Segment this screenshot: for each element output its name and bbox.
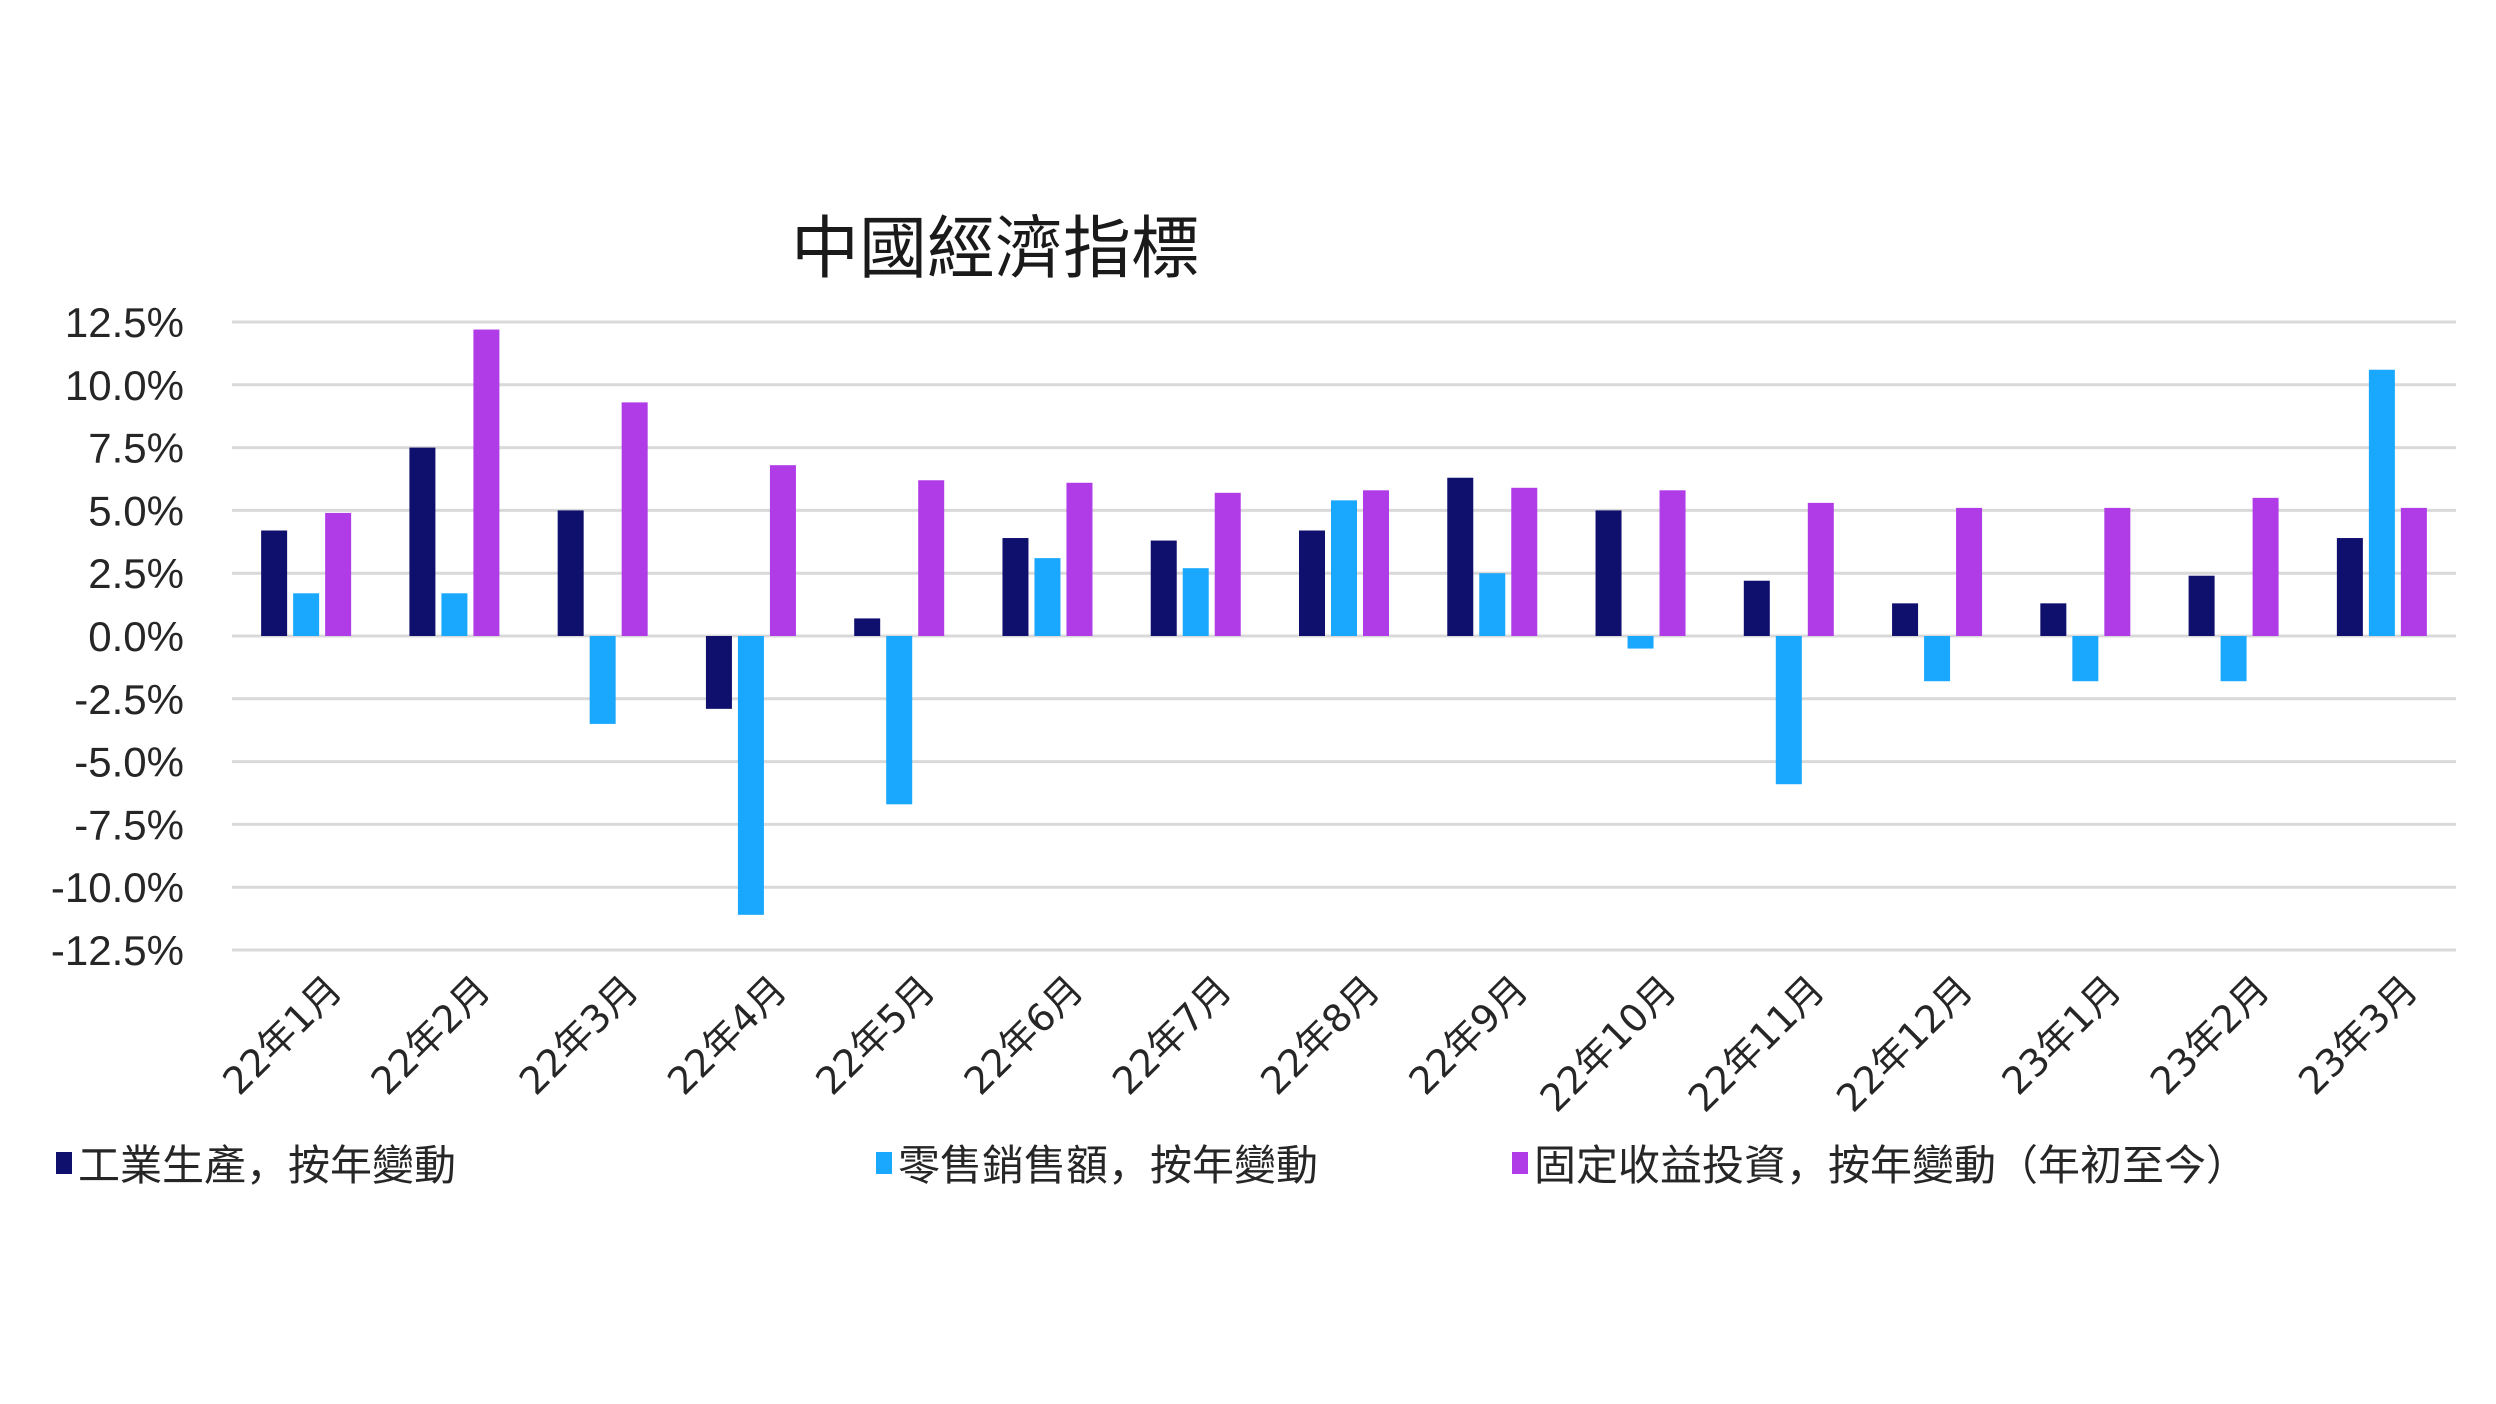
bar-industrial-production — [1150, 540, 1177, 636]
bar-retail-sales — [441, 593, 468, 636]
x-tick-label: 23年3月 — [2290, 967, 2426, 1103]
legend-label: 工業生產，按年變動 — [78, 1141, 456, 1190]
bar-fixed-investment — [1807, 502, 1834, 636]
y-tick-label: 5.0% — [88, 487, 184, 534]
legend-swatch — [1512, 1152, 1528, 1174]
bar-fixed-investment — [769, 465, 796, 636]
y-tick-label: 7.5% — [88, 425, 184, 472]
x-tick-label: 22年10月 — [1532, 967, 1685, 1120]
bar-retail-sales — [1627, 636, 1654, 649]
bar-fixed-investment — [1659, 490, 1686, 636]
bars — [261, 329, 2427, 915]
y-tick-label: 12.5% — [65, 299, 184, 346]
x-tick-label: 22年9月 — [1400, 967, 1536, 1103]
bar-retail-sales — [1331, 500, 1357, 636]
bar-fixed-investment — [1066, 482, 1093, 636]
x-tick-label: 22年3月 — [511, 967, 647, 1103]
bar-retail-sales — [1479, 573, 1506, 636]
legend-label: 固定收益投資，按年變動（年初至今） — [1534, 1141, 2248, 1190]
y-tick-label: -7.5% — [74, 801, 184, 848]
bar-industrial-production — [1892, 603, 1919, 636]
bar-fixed-investment — [1363, 490, 1389, 636]
x-axis-tick-labels: 22年1月 22年2月 22年3月 22年4月 22年5月 22年6月 22年7月 22年8月… — [214, 967, 2426, 1120]
bar-fixed-investment — [1214, 492, 1241, 636]
bar-retail-sales — [2368, 369, 2395, 636]
bar-industrial-production — [854, 618, 881, 636]
bar-industrial-production — [1002, 538, 1029, 636]
bar-industrial-production — [1743, 580, 1770, 636]
x-tick-label: 23年1月 — [1994, 967, 2130, 1103]
bar-industrial-production — [2188, 575, 2215, 636]
bar-industrial-production — [1595, 510, 1622, 636]
bar-industrial-production — [261, 530, 288, 636]
y-tick-label: 10.0% — [65, 362, 184, 409]
x-tick-label: 22年1月 — [214, 967, 350, 1103]
bar-retail-sales — [886, 636, 913, 805]
x-tick-label: 22年4月 — [659, 967, 795, 1103]
bar-fixed-investment — [325, 512, 352, 636]
bar-fixed-investment — [2252, 497, 2279, 636]
x-tick-label: 22年11月 — [1680, 967, 1833, 1120]
x-tick-label: 22年2月 — [363, 967, 499, 1103]
bar-industrial-production — [2336, 538, 2363, 636]
x-tick-label: 22年12月 — [1828, 967, 1981, 1120]
bar-retail-sales — [1924, 636, 1951, 682]
bar-industrial-production — [1299, 530, 1325, 636]
bar-fixed-investment — [918, 480, 945, 636]
x-tick-label: 23年2月 — [2142, 967, 2278, 1103]
bar-fixed-investment — [2104, 507, 2131, 636]
y-tick-label: 0.0% — [88, 613, 184, 660]
bar-retail-sales — [1775, 636, 1802, 785]
legend-swatch — [876, 1152, 892, 1174]
x-tick-label: 22年5月 — [807, 967, 943, 1103]
bar-industrial-production — [1447, 477, 1474, 636]
bar-fixed-investment — [2400, 507, 2427, 636]
x-tick-label: 22年7月 — [1104, 967, 1240, 1103]
bar-fixed-investment — [1956, 507, 1983, 636]
y-tick-label: 2.5% — [88, 550, 184, 597]
y-tick-label: -5.0% — [74, 739, 184, 786]
bar-retail-sales — [1034, 558, 1061, 636]
bar-retail-sales — [589, 636, 616, 724]
y-axis-tick-labels: 12.5% 10.0% 7.5% 5.0% 2.5% 0.0% -2.5% -5.0% -7.5… — [51, 299, 184, 974]
x-tick-label: 22年6月 — [956, 967, 1092, 1103]
bar-industrial-production — [705, 636, 732, 709]
bar-fixed-investment — [621, 402, 648, 636]
bar-retail-sales — [293, 593, 320, 636]
legend-label: 零售銷售額，按年變動 — [898, 1141, 1318, 1190]
legend: 工業生產，按年變動 零售銷售額，按年變動 固定收益投資，按年變動（年初至今） — [56, 1141, 2248, 1190]
y-tick-label: -10.0% — [51, 864, 184, 911]
bar-industrial-production — [409, 447, 436, 636]
chart-title: 中國經濟指標 — [791, 210, 1199, 289]
bar-retail-sales — [2220, 636, 2247, 682]
legend-swatch — [56, 1152, 72, 1174]
bar-industrial-production — [2040, 603, 2067, 636]
bar-retail-sales — [1182, 568, 1209, 636]
x-tick-label: 22年8月 — [1252, 967, 1388, 1103]
bar-retail-sales — [737, 636, 764, 915]
bar-fixed-investment — [1511, 487, 1538, 636]
y-tick-label: -2.5% — [74, 676, 184, 723]
bar-industrial-production — [557, 510, 584, 636]
bar-fixed-investment — [473, 329, 500, 636]
y-tick-label: -12.5% — [51, 927, 184, 974]
bar-retail-sales — [2072, 636, 2099, 682]
